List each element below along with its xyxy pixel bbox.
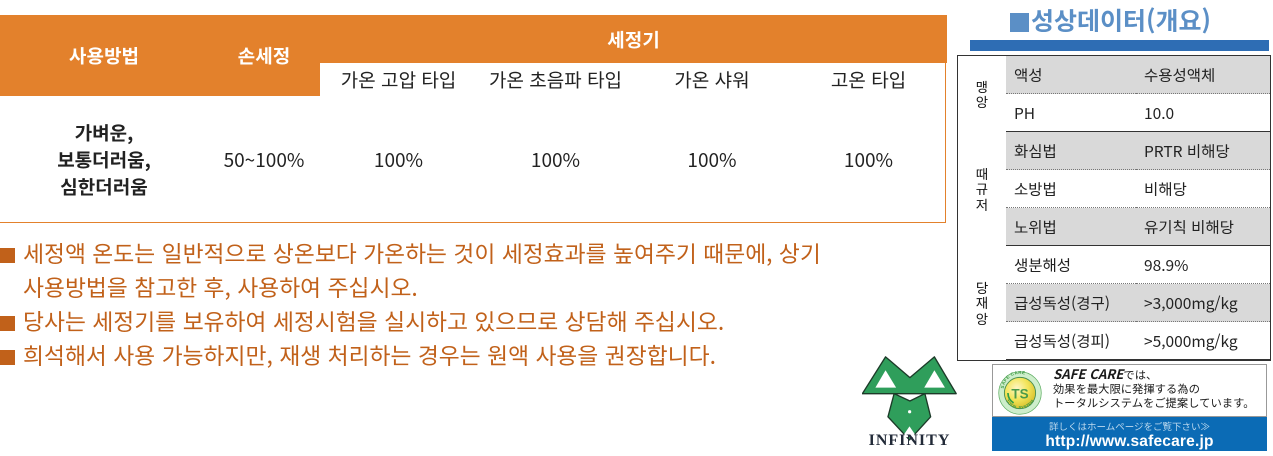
- svg-text:TS: TS: [1011, 387, 1028, 402]
